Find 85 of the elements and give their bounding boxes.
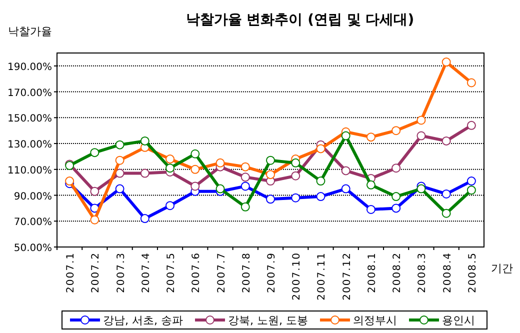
- y-tick-label: 110.00%: [8, 165, 52, 176]
- point: [442, 208, 451, 218]
- x-tick-label: 2007.6: [191, 252, 202, 293]
- x-tick-label: 2007.4: [140, 252, 152, 293]
- point: [316, 176, 326, 186]
- point: [115, 184, 124, 194]
- point: [240, 182, 250, 191]
- x-tick-label: 2007.10: [292, 252, 303, 300]
- x-tick-label: 2007.3: [116, 252, 127, 293]
- point: [366, 132, 376, 142]
- point: [166, 154, 175, 164]
- point: [140, 136, 150, 146]
- x-tick-label: 2007.12: [342, 252, 353, 300]
- x-tick-label: 2007.9: [266, 252, 278, 293]
- y-axis-title: 낙찰가율: [8, 25, 52, 38]
- point: [115, 156, 124, 165]
- x-tick-label: 2007.8: [241, 252, 252, 293]
- point: [392, 204, 401, 213]
- point: [266, 194, 275, 204]
- legend-label: 강남, 서초, 송파: [103, 314, 183, 327]
- y-tick-label: 90.00%: [14, 191, 52, 202]
- point: [466, 176, 476, 186]
- point: [316, 144, 326, 154]
- x-tick-label: 2008.3: [417, 252, 428, 293]
- y-tick-label: 190.00%: [8, 62, 52, 73]
- point: [316, 192, 326, 202]
- legend-label: 강북, 노원, 도봉: [228, 314, 308, 327]
- point: [442, 189, 451, 198]
- point: [466, 186, 476, 195]
- point: [240, 202, 250, 212]
- point: [90, 215, 100, 224]
- point: [190, 149, 200, 158]
- point: [140, 214, 150, 224]
- y-tick-label: 150.00%: [8, 114, 52, 125]
- point: [392, 164, 401, 173]
- x-tick-label: 2007.11: [316, 252, 328, 300]
- point: [65, 176, 74, 186]
- point: [392, 192, 401, 202]
- x-tick-label: 2008.5: [467, 252, 478, 293]
- point: [266, 156, 275, 165]
- point: [442, 58, 451, 67]
- y-tick-label: 170.00%: [8, 88, 52, 99]
- point: [190, 164, 200, 174]
- x-tick-label: 2007.5: [166, 252, 178, 293]
- point: [216, 158, 225, 168]
- point: [466, 120, 476, 130]
- point: [341, 131, 350, 140]
- chart-title: 낙찰가율 변화추이 (연립 및 다세대): [186, 12, 414, 28]
- point: [341, 166, 350, 176]
- point: [442, 136, 451, 146]
- point: [341, 184, 350, 194]
- point: [240, 172, 250, 182]
- point: [291, 193, 300, 202]
- point: [140, 168, 150, 178]
- point: [291, 171, 300, 180]
- point: [190, 182, 200, 191]
- x-tick-label: 2008.4: [442, 252, 454, 293]
- y-tick-label: 70.00%: [14, 217, 52, 228]
- point: [216, 184, 225, 194]
- point: [166, 164, 175, 173]
- point: [291, 158, 300, 168]
- point: [366, 180, 376, 190]
- y-tick-label: 130.00%: [8, 140, 52, 151]
- x-tick-label: 2007.1: [66, 252, 77, 293]
- point: [392, 126, 401, 136]
- point: [115, 140, 124, 150]
- point: [166, 201, 175, 210]
- legend-label: 의정부시: [353, 314, 397, 327]
- x-axis-title: 기간: [491, 262, 513, 275]
- point: [240, 162, 250, 172]
- x-tick-label: 2008.2: [392, 252, 404, 293]
- point: [115, 168, 124, 178]
- point: [266, 170, 275, 180]
- point: [416, 116, 426, 125]
- x-tick-label: 2007.2: [90, 252, 102, 293]
- legend-label: 용인시: [442, 314, 475, 327]
- point: [90, 148, 100, 158]
- point: [416, 184, 426, 194]
- point: [466, 78, 476, 88]
- y-tick-label: 50.00%: [14, 243, 52, 254]
- point: [366, 204, 376, 214]
- x-tick-label: 2007.7: [216, 252, 228, 293]
- x-tick-label: 2008.1: [366, 252, 378, 293]
- point: [416, 131, 426, 140]
- point: [90, 186, 100, 196]
